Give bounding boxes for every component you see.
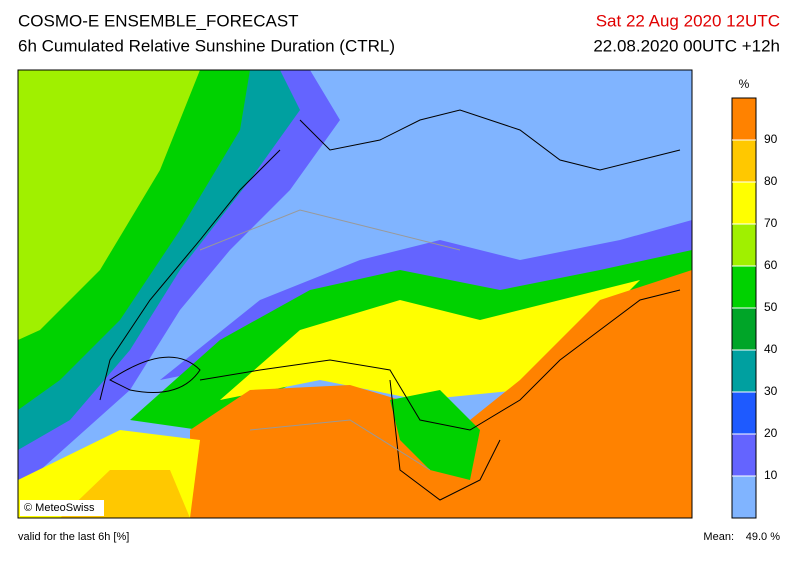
colorbar-band [732,434,756,476]
colorbar-tick-label: 40 [764,342,778,356]
map: © MeteoSwiss [17,69,693,519]
colorbar-tick-label: 80 [764,174,778,188]
valid-date: Sat 22 Aug 2020 12UTC [596,11,780,30]
colorbar-tick-label: 50 [764,300,778,314]
colorbar-band [732,476,756,518]
title: COSMO-E ENSEMBLE_FORECAST [18,11,299,30]
colorbar-band [732,98,756,140]
subtitle: 6h Cumulated Relative Sunshine Duration … [18,36,395,55]
colorbar-band [732,266,756,308]
colorbar-tick-label: 10 [764,468,778,482]
colorbar-tick-label: 90 [764,132,778,146]
colorbar-tick-label: 20 [764,426,778,440]
colorbar: % 10 20 30 40 50 60 70 80 90 [731,77,778,519]
colorbar-band [732,392,756,434]
mean-label: Mean: [703,531,734,543]
colorbar-band [732,350,756,392]
colorbar-unit: % [739,77,750,91]
mean-value: 49.0 % [746,531,780,543]
copyright: © MeteoSwiss [24,502,95,514]
run-time: 22.08.2020 00UTC +12h [593,36,780,55]
colorbar-band [732,224,756,266]
colorbar-band [732,140,756,182]
colorbar-tick-label: 70 [764,216,778,230]
validity-note: valid for the last 6h [%] [18,531,129,543]
colorbar-band [732,182,756,224]
colorbar-tick-label: 30 [764,384,778,398]
colorbar-band [732,308,756,350]
colorbar-tick-label: 60 [764,258,778,272]
